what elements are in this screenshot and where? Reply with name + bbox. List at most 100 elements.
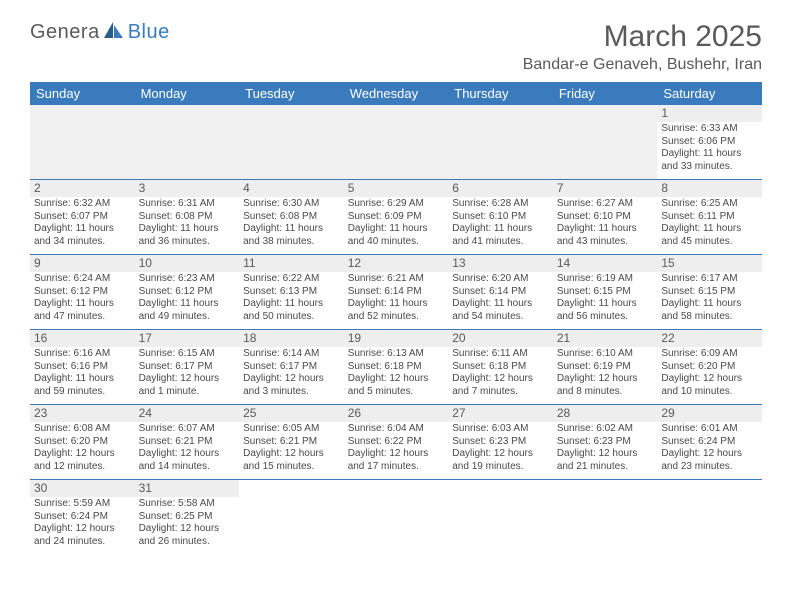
calendar-day-cell: 27Sunrise: 6:03 AMSunset: 6:23 PMDayligh… (448, 405, 553, 480)
sunset-line: Sunset: 6:14 PM (452, 286, 549, 299)
sunrise-line: Sunrise: 6:01 AM (661, 423, 758, 436)
daylight-line: Daylight: 11 hours and 47 minutes. (34, 298, 131, 323)
daylight-line: Daylight: 12 hours and 10 minutes. (661, 373, 758, 398)
day-number: 6 (448, 180, 553, 197)
sunset-line: Sunset: 6:17 PM (139, 361, 236, 374)
sunset-line: Sunset: 6:08 PM (139, 211, 236, 224)
sunset-line: Sunset: 6:11 PM (661, 211, 758, 224)
sunset-line: Sunset: 6:14 PM (348, 286, 445, 299)
day-number: 31 (135, 480, 240, 497)
daylight-line: Daylight: 11 hours and 59 minutes. (34, 373, 131, 398)
daylight-line: Daylight: 11 hours and 40 minutes. (348, 223, 445, 248)
calendar-day-cell: 5Sunrise: 6:29 AMSunset: 6:09 PMDaylight… (344, 180, 449, 255)
sunrise-line: Sunrise: 6:32 AM (34, 198, 131, 211)
day-number: 21 (553, 330, 658, 347)
logo-text-part1: Genera (30, 21, 100, 44)
day-number: 20 (448, 330, 553, 347)
sunrise-line: Sunrise: 6:16 AM (34, 348, 131, 361)
page-title: March 2025 (604, 20, 762, 54)
calendar-week-row: 1Sunrise: 6:33 AMSunset: 6:06 PMDaylight… (30, 105, 762, 180)
calendar-day-cell (344, 105, 449, 180)
calendar-day-cell: 17Sunrise: 6:15 AMSunset: 6:17 PMDayligh… (135, 330, 240, 405)
daylight-line: Daylight: 12 hours and 8 minutes. (557, 373, 654, 398)
calendar-day-cell: 7Sunrise: 6:27 AMSunset: 6:10 PMDaylight… (553, 180, 658, 255)
weekday-header: Tuesday (239, 82, 344, 105)
weekday-header: Wednesday (344, 82, 449, 105)
calendar-day-cell (239, 480, 344, 555)
sunrise-line: Sunrise: 6:25 AM (661, 198, 758, 211)
calendar-day-cell: 24Sunrise: 6:07 AMSunset: 6:21 PMDayligh… (135, 405, 240, 480)
calendar-day-cell: 31Sunrise: 5:58 AMSunset: 6:25 PMDayligh… (135, 480, 240, 555)
calendar-day-cell: 23Sunrise: 6:08 AMSunset: 6:20 PMDayligh… (30, 405, 135, 480)
sunrise-line: Sunrise: 6:04 AM (348, 423, 445, 436)
daylight-line: Daylight: 12 hours and 1 minute. (139, 373, 236, 398)
weekday-header-row: Sunday Monday Tuesday Wednesday Thursday… (30, 82, 762, 105)
daylight-line: Daylight: 12 hours and 3 minutes. (243, 373, 340, 398)
calendar-day-cell: 22Sunrise: 6:09 AMSunset: 6:20 PMDayligh… (657, 330, 762, 405)
sunset-line: Sunset: 6:20 PM (34, 436, 131, 449)
sunset-line: Sunset: 6:07 PM (34, 211, 131, 224)
sunset-line: Sunset: 6:16 PM (34, 361, 131, 374)
daylight-line: Daylight: 12 hours and 12 minutes. (34, 448, 131, 473)
daylight-line: Daylight: 11 hours and 58 minutes. (661, 298, 758, 323)
sunset-line: Sunset: 6:17 PM (243, 361, 340, 374)
day-number: 14 (553, 255, 658, 272)
daylight-line: Daylight: 11 hours and 43 minutes. (557, 223, 654, 248)
sunset-line: Sunset: 6:15 PM (557, 286, 654, 299)
sunset-line: Sunset: 6:25 PM (139, 511, 236, 524)
daylight-line: Daylight: 11 hours and 52 minutes. (348, 298, 445, 323)
day-number: 24 (135, 405, 240, 422)
day-number: 5 (344, 180, 449, 197)
sunset-line: Sunset: 6:08 PM (243, 211, 340, 224)
sunrise-line: Sunrise: 6:05 AM (243, 423, 340, 436)
calendar-day-cell: 25Sunrise: 6:05 AMSunset: 6:21 PMDayligh… (239, 405, 344, 480)
day-number: 4 (239, 180, 344, 197)
sunset-line: Sunset: 6:20 PM (661, 361, 758, 374)
sunrise-line: Sunrise: 6:23 AM (139, 273, 236, 286)
calendar-day-cell: 8Sunrise: 6:25 AMSunset: 6:11 PMDaylight… (657, 180, 762, 255)
daylight-line: Daylight: 11 hours and 38 minutes. (243, 223, 340, 248)
day-number: 23 (30, 405, 135, 422)
sunrise-line: Sunrise: 6:33 AM (661, 123, 758, 136)
day-number: 19 (344, 330, 449, 347)
day-number: 10 (135, 255, 240, 272)
weekday-header: Thursday (448, 82, 553, 105)
calendar-day-cell: 6Sunrise: 6:28 AMSunset: 6:10 PMDaylight… (448, 180, 553, 255)
calendar-day-cell (553, 480, 658, 555)
sunset-line: Sunset: 6:06 PM (661, 136, 758, 149)
daylight-line: Daylight: 11 hours and 56 minutes. (557, 298, 654, 323)
calendar-day-cell (30, 105, 135, 180)
header-row: Genera Blue March 2025 (30, 20, 762, 54)
sunset-line: Sunset: 6:18 PM (348, 361, 445, 374)
sunset-line: Sunset: 6:24 PM (34, 511, 131, 524)
daylight-line: Daylight: 11 hours and 49 minutes. (139, 298, 236, 323)
sunset-line: Sunset: 6:24 PM (661, 436, 758, 449)
day-number: 16 (30, 330, 135, 347)
logo-text-part2: Blue (128, 21, 170, 44)
day-number: 2 (30, 180, 135, 197)
sunrise-line: Sunrise: 6:17 AM (661, 273, 758, 286)
day-number: 12 (344, 255, 449, 272)
sunrise-line: Sunrise: 6:10 AM (557, 348, 654, 361)
calendar-day-cell: 28Sunrise: 6:02 AMSunset: 6:23 PMDayligh… (553, 405, 658, 480)
calendar-day-cell: 1Sunrise: 6:33 AMSunset: 6:06 PMDaylight… (657, 105, 762, 180)
day-number: 11 (239, 255, 344, 272)
daylight-line: Daylight: 12 hours and 17 minutes. (348, 448, 445, 473)
daylight-line: Daylight: 12 hours and 7 minutes. (452, 373, 549, 398)
calendar-day-cell: 18Sunrise: 6:14 AMSunset: 6:17 PMDayligh… (239, 330, 344, 405)
location-subtitle: Bandar-e Genaveh, Bushehr, Iran (30, 56, 762, 74)
calendar-day-cell: 26Sunrise: 6:04 AMSunset: 6:22 PMDayligh… (344, 405, 449, 480)
sunrise-line: Sunrise: 6:31 AM (139, 198, 236, 211)
calendar-day-cell: 2Sunrise: 6:32 AMSunset: 6:07 PMDaylight… (30, 180, 135, 255)
day-number: 29 (657, 405, 762, 422)
day-number: 13 (448, 255, 553, 272)
sunset-line: Sunset: 6:15 PM (661, 286, 758, 299)
sunset-line: Sunset: 6:21 PM (139, 436, 236, 449)
calendar-day-cell: 19Sunrise: 6:13 AMSunset: 6:18 PMDayligh… (344, 330, 449, 405)
calendar-day-cell (135, 105, 240, 180)
calendar-week-row: 2Sunrise: 6:32 AMSunset: 6:07 PM Daylight… (30, 180, 762, 255)
sunrise-line: Sunrise: 6:07 AM (139, 423, 236, 436)
calendar-page: Genera Blue March 2025 Bandar-e Genaveh,… (0, 0, 792, 574)
calendar-day-cell: 12Sunrise: 6:21 AMSunset: 6:14 PMDayligh… (344, 255, 449, 330)
logo: Genera Blue (30, 20, 170, 45)
